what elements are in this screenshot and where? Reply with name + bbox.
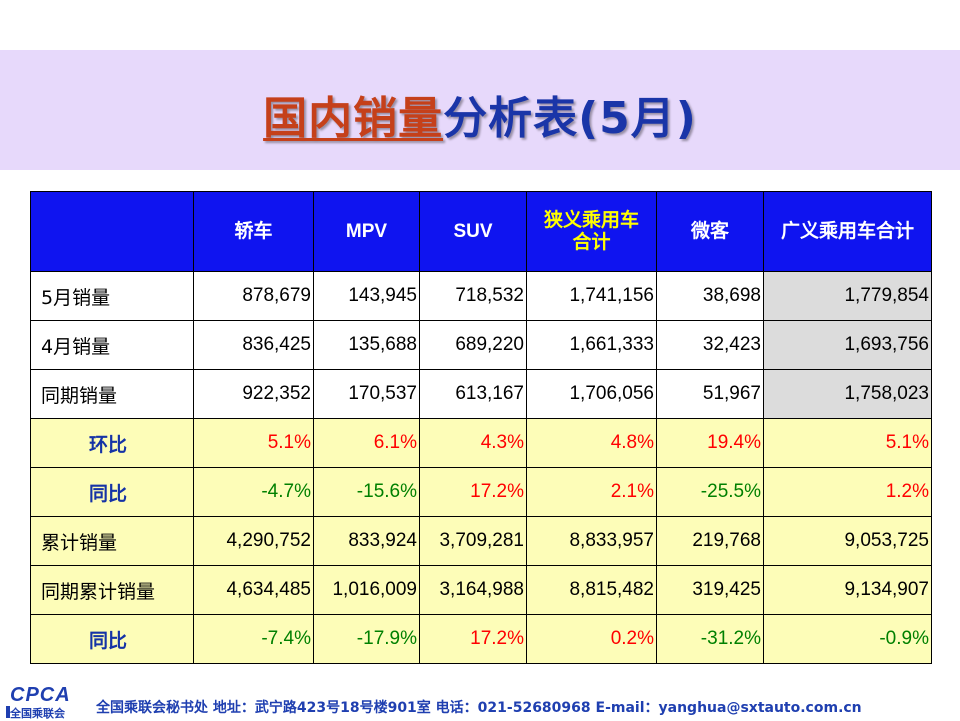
table-cell: 3,164,988 — [419, 565, 527, 615]
table-cell: -15.6% — [313, 467, 420, 517]
table-cell: 1,661,333 — [526, 320, 657, 370]
table-cell: 3,709,281 — [419, 516, 527, 566]
table-cell: 1,741,156 — [526, 271, 657, 321]
header-narrow-line1: 狭义乘用车 — [543, 209, 639, 231]
table-cell: 833,924 — [313, 516, 420, 566]
table-cell: 5.1% — [193, 418, 314, 468]
table-cell: 9,053,725 — [763, 516, 932, 566]
table-cell: 4.3% — [419, 418, 527, 468]
row-label: 环比 — [30, 418, 194, 468]
table-cell: -31.2% — [656, 614, 764, 664]
header-cell-mpv: MPV — [313, 191, 420, 272]
table-row: 环比 5.1% 6.1% 4.3% 4.8% 19.4% 5.1% — [30, 418, 932, 468]
row-label: 同比 — [30, 614, 194, 664]
table-cell: 878,679 — [193, 271, 314, 321]
footer: CPCA 全国乘联会 全国乘联会秘书处 地址：武宁路423号18号楼901室 电… — [0, 680, 960, 720]
logo-sub: 全国乘联会 — [10, 707, 65, 720]
table-cell: 17.2% — [419, 614, 527, 664]
page-title: 国内销量分析表(5月) — [0, 82, 960, 146]
table-cell: 1,693,756 — [763, 320, 932, 370]
row-label: 同比 — [30, 467, 194, 517]
table-cell: 170,537 — [313, 369, 420, 419]
table-cell: -7.4% — [193, 614, 314, 664]
table-cell: 2.1% — [526, 467, 657, 517]
table-cell: 689,220 — [419, 320, 527, 370]
table-row: 累计销量 4,290,752 833,924 3,709,281 8,833,957 21… — [30, 516, 932, 566]
sales-table: 轿车 MPV SUV 狭义乘用车 合计 微客 广义乘用车合计 5月销量 878,67… — [30, 191, 932, 664]
table-cell: 19.4% — [656, 418, 764, 468]
table-row: 同比 -4.7% -15.6% 17.2% 2.1% -25.5% 1.2% — [30, 467, 932, 517]
header-cell-sedan: 轿车 — [193, 191, 314, 272]
table-cell: 38,698 — [656, 271, 764, 321]
table-cell: 1,706,056 — [526, 369, 657, 419]
table-cell: 8,833,957 — [526, 516, 657, 566]
logo-text: CPCA — [10, 684, 71, 706]
table-cell: 1,779,854 — [763, 271, 932, 321]
table-cell: 17.2% — [419, 467, 527, 517]
table-cell: 135,688 — [313, 320, 420, 370]
table-cell: 219,768 — [656, 516, 764, 566]
table-cell: 32,423 — [656, 320, 764, 370]
table-cell: 1,758,023 — [763, 369, 932, 419]
table-cell: 4.8% — [526, 418, 657, 468]
table-cell: -0.9% — [763, 614, 932, 664]
row-label: 累计销量 — [30, 516, 194, 566]
footer-contact: 全国乘联会秘书处 地址：武宁路423号18号楼901室 电话：021-52680… — [96, 700, 862, 716]
header-row: 轿车 MPV SUV 狭义乘用车 合计 微客 广义乘用车合计 — [30, 191, 932, 272]
table-cell: 922,352 — [193, 369, 314, 419]
table-row: 4月销量 836,425 135,688 689,220 1,661,333 32,423… — [30, 320, 932, 370]
title-band — [0, 50, 960, 170]
header-cell-narrow-total: 狭义乘用车 合计 — [526, 191, 657, 272]
header-cell-corner — [30, 191, 194, 272]
table-cell: -4.7% — [193, 467, 314, 517]
table-cell: 8,815,482 — [526, 565, 657, 615]
header-cell-broad-total: 广义乘用车合计 — [763, 191, 932, 272]
table-cell: 319,425 — [656, 565, 764, 615]
table-row: 同期销量 922,352 170,537 613,167 1,706,056 51,967… — [30, 369, 932, 419]
table-cell: 143,945 — [313, 271, 420, 321]
header-cell-minivan: 微客 — [656, 191, 764, 272]
table-cell: 1,016,009 — [313, 565, 420, 615]
table-cell: 5.1% — [763, 418, 932, 468]
table-cell: 1.2% — [763, 467, 932, 517]
table-cell: 6.1% — [313, 418, 420, 468]
header-narrow-line2: 合计 — [572, 231, 611, 253]
table-cell: 4,634,485 — [193, 565, 314, 615]
table-cell: -25.5% — [656, 467, 764, 517]
table-cell: 9,134,907 — [763, 565, 932, 615]
header-cell-suv: SUV — [419, 191, 527, 272]
title-part1: 国内销量 — [263, 93, 444, 144]
table-cell: 51,967 — [656, 369, 764, 419]
cpca-logo: CPCA 全国乘联会 — [4, 684, 80, 720]
row-label: 4月销量 — [30, 320, 194, 370]
table-row: 5月销量 878,679 143,945 718,532 1,741,156 38,698… — [30, 271, 932, 321]
row-label: 同期销量 — [30, 369, 194, 419]
row-label: 同期累计销量 — [30, 565, 194, 615]
logo-bar — [6, 706, 10, 718]
row-label: 5月销量 — [30, 271, 194, 321]
table-cell: 613,167 — [419, 369, 527, 419]
table-row: 同期累计销量 4,634,485 1,016,009 3,164,988 8,815,4… — [30, 565, 932, 615]
table-cell: 836,425 — [193, 320, 314, 370]
title-part2: 分析表(5月) — [443, 93, 697, 144]
table-cell: -17.9% — [313, 614, 420, 664]
table-row: 同比 -7.4% -17.9% 17.2% 0.2% -31.2% -0.9% — [30, 614, 932, 664]
table-cell: 0.2% — [526, 614, 657, 664]
table-cell: 4,290,752 — [193, 516, 314, 566]
table-cell: 718,532 — [419, 271, 527, 321]
